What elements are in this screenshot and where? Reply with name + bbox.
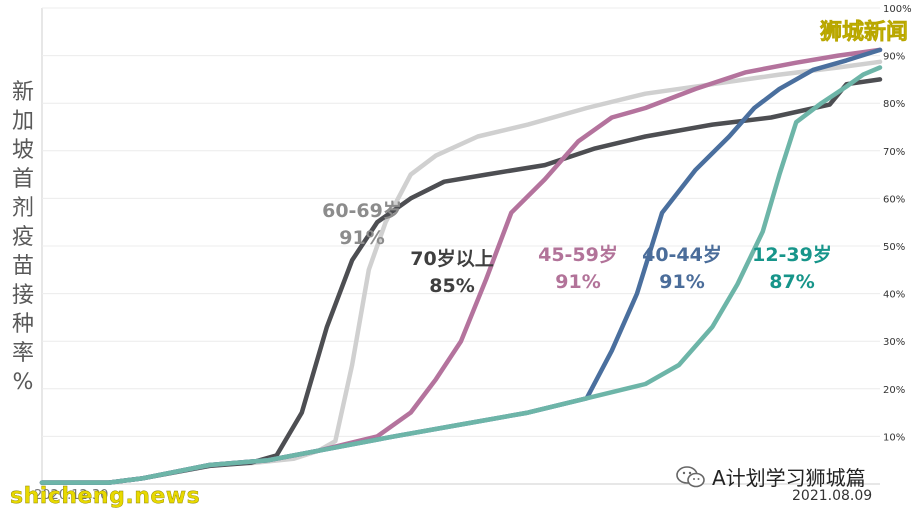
y-axis-label-char: 率 xyxy=(11,341,34,366)
y-tick-label: 80% xyxy=(883,99,905,110)
y-axis-label-char: 首 xyxy=(11,167,34,192)
series-label-value: 87% xyxy=(769,271,815,293)
y-axis-label-char: 坡 xyxy=(11,138,34,163)
series-label-60-69岁: 60-69岁 91% xyxy=(312,198,412,252)
site-watermark: shicheng.news xyxy=(10,484,201,509)
wechat-account: A计划学习狮城篇 xyxy=(676,462,866,491)
series-label-value: 91% xyxy=(339,227,385,249)
y-axis-label-char: 剂 xyxy=(11,196,34,221)
series-label-70岁以上: 70岁以上 85% xyxy=(402,246,502,300)
series-label-value: 91% xyxy=(555,271,601,293)
y-tick-label: 10% xyxy=(883,432,905,443)
y-tick-label: 90% xyxy=(883,52,905,63)
series-label-name: 45-59岁 xyxy=(538,244,618,266)
y-axis-label-char: 种 xyxy=(11,312,34,337)
y-tick-label: 50% xyxy=(883,242,905,253)
wechat-icon xyxy=(676,465,705,487)
y-axis-label-char: 接 xyxy=(11,283,34,308)
series-label-value: 91% xyxy=(659,271,705,293)
y-axis-label-char: 疫 xyxy=(11,225,34,250)
series-label-name: 60-69岁 xyxy=(322,200,402,222)
y-tick-label: 20% xyxy=(883,385,905,396)
x-start-date: 2020.12.30 xyxy=(34,488,109,503)
y-tick-label: 30% xyxy=(883,337,905,348)
y-axis-label-char: 新 xyxy=(11,80,34,105)
y-axis-label-char: % xyxy=(12,370,34,395)
brand-logo-text: 狮城新闻 xyxy=(819,20,909,46)
series-label-40-44岁: 40-44岁 91% xyxy=(632,242,732,296)
y-axis-label: 新加坡首剂疫苗接种率% xyxy=(8,78,38,397)
x-end-date: 2021.08.09 xyxy=(792,488,873,504)
series-label-name: 40-44岁 xyxy=(642,244,722,266)
series-line-12-39岁 xyxy=(39,65,883,485)
y-axis-label-char: 苗 xyxy=(11,254,34,279)
y-tick-label: 100% xyxy=(883,4,912,15)
series-label-name: 12-39岁 xyxy=(752,244,832,266)
series-label-value: 85% xyxy=(429,275,475,297)
y-tick-label: 60% xyxy=(883,194,905,205)
wechat-account-name: A计划学习狮城篇 xyxy=(712,466,866,490)
y-axis-label-char: 加 xyxy=(11,109,34,134)
series-label-name: 70岁以上 xyxy=(410,248,494,270)
y-tick-label: 40% xyxy=(883,290,905,301)
series-label-12-39岁: 12-39岁 87% xyxy=(742,242,842,296)
y-tick-label: 70% xyxy=(883,147,905,158)
series-label-45-59岁: 45-59岁 91% xyxy=(528,242,628,296)
